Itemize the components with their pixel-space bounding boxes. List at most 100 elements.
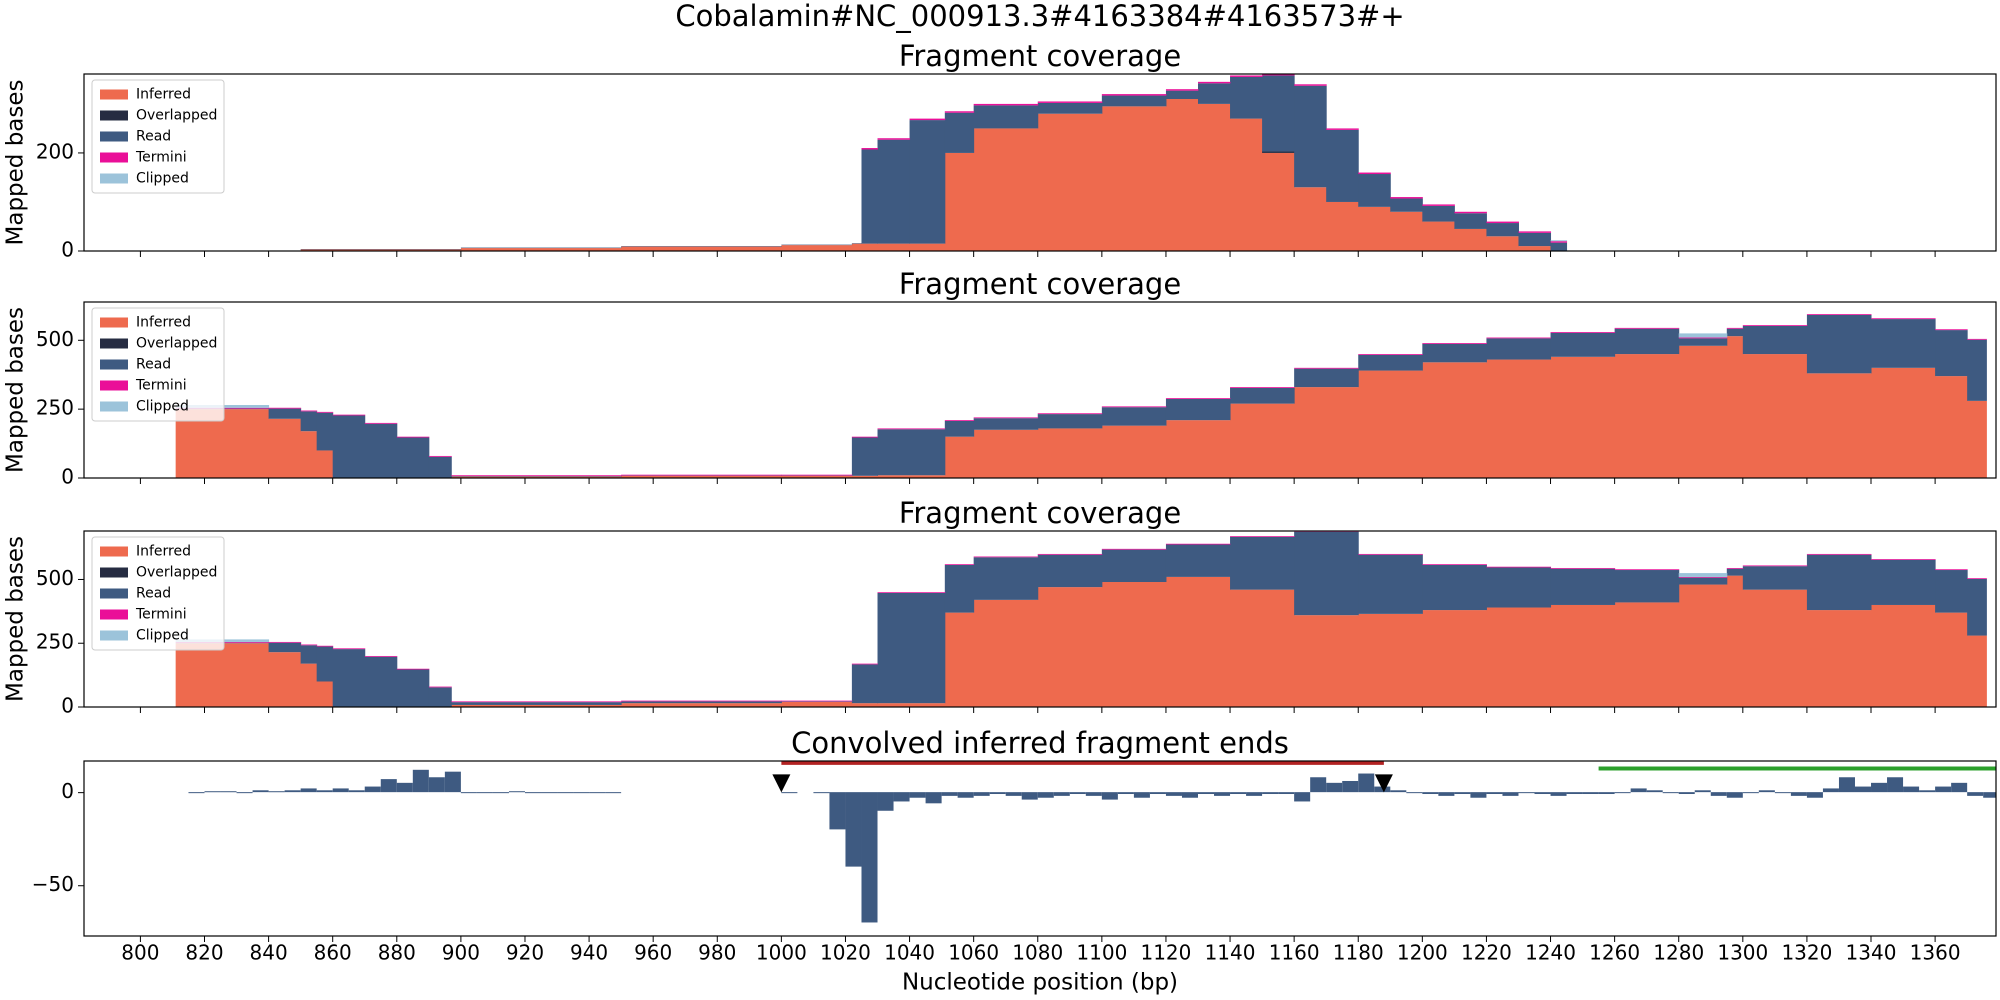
area-step [1935, 329, 1968, 331]
y-tick-label: 0 [61, 238, 74, 262]
plot-area [175, 531, 1987, 707]
area-step [451, 704, 622, 707]
area-step [1550, 242, 1568, 251]
area-step [1967, 635, 1987, 707]
area-step [1262, 152, 1295, 251]
area-step [451, 702, 622, 705]
bar [476, 792, 493, 794]
x-tick-label: 1360 [1910, 941, 1961, 965]
area-step [1390, 197, 1423, 199]
area-step [332, 649, 366, 707]
area-step [1726, 567, 1744, 569]
legend-label: Overlapped [136, 336, 217, 352]
area-step [1358, 553, 1423, 555]
area-step [1614, 569, 1680, 571]
area-step [1614, 354, 1680, 478]
area-step [1678, 576, 1728, 578]
area-step [300, 249, 462, 251]
bar [1774, 792, 1791, 794]
x-tick-label: 1240 [1525, 941, 1576, 965]
area-step [944, 112, 975, 153]
axes-frame [83, 760, 1997, 937]
area-step [1871, 559, 1936, 560]
area-step [1230, 387, 1295, 404]
bar [1406, 792, 1423, 794]
x-axis-label: Nucleotide position (bp) [902, 970, 1178, 996]
legend-label: Read [136, 357, 171, 373]
x-tick-label: 840 [250, 941, 288, 965]
area-step [1037, 414, 1103, 429]
y-axis-label: Mapped bases [3, 307, 29, 473]
area-step [316, 411, 334, 413]
x-tick-label: 1220 [1461, 941, 1512, 965]
area-step [316, 646, 334, 682]
area-step [621, 475, 782, 478]
area-step [1454, 211, 1487, 214]
area-step [1230, 589, 1295, 707]
area-step [1614, 570, 1680, 603]
area-step [1871, 319, 1936, 368]
legend-swatch [100, 338, 128, 349]
legend-label: Inferred [136, 315, 191, 331]
x-tick-label: 900 [442, 941, 480, 965]
bar [829, 792, 846, 830]
area-step [877, 139, 911, 244]
area-step [1101, 407, 1167, 426]
area-step [1486, 338, 1552, 360]
x-tick-label: 1280 [1653, 941, 1704, 965]
area-step [944, 420, 975, 421]
area-step [1230, 118, 1263, 251]
area-step [851, 243, 862, 251]
area-step [851, 475, 879, 478]
area-step [1486, 223, 1519, 237]
area-step [1550, 568, 1616, 605]
legend-swatch [100, 131, 128, 142]
area-step [1390, 211, 1423, 251]
bar [1037, 792, 1054, 798]
area-step [851, 703, 879, 707]
y-tick-label: −50 [32, 872, 74, 896]
area-step [1262, 151, 1295, 153]
bar [925, 792, 942, 804]
bar [396, 782, 413, 793]
panel: Fragment coverage Mapped bases 0 250 500 Infe… [3, 496, 1997, 718]
bar [524, 792, 542, 794]
area-step [1101, 582, 1167, 707]
area-step [268, 641, 302, 643]
area-step [364, 423, 398, 478]
bar [268, 791, 285, 793]
area-step [1742, 325, 1808, 326]
area-step [781, 701, 853, 702]
y-tick-label: 250 [36, 396, 74, 420]
area-step [1806, 554, 1872, 611]
x-tick-label: 920 [506, 941, 544, 965]
area-step [1518, 231, 1552, 233]
area-step [1101, 548, 1167, 550]
x-tick-label: 940 [570, 941, 608, 965]
area-step [1967, 338, 1987, 340]
y-tick-label: 0 [61, 465, 74, 489]
legend-swatch [100, 380, 128, 391]
area-step [1806, 373, 1872, 478]
panel-title: Fragment coverage [899, 39, 1181, 73]
area-step [1390, 198, 1423, 212]
legend-label: Inferred [136, 87, 191, 103]
area-step [1871, 367, 1936, 478]
bar [1871, 782, 1888, 793]
bar [316, 790, 333, 793]
area-step [973, 418, 1039, 430]
area-step [1294, 85, 1327, 188]
area-step [1165, 89, 1199, 91]
area-step [300, 431, 318, 478]
bar [1935, 786, 1952, 793]
area-step [944, 420, 975, 437]
bar [989, 792, 1006, 795]
bar [1967, 792, 1984, 796]
y-tick-label: 0 [61, 779, 74, 803]
area-step [1454, 213, 1487, 229]
area-step [1678, 337, 1728, 339]
area-step [1037, 102, 1103, 114]
panel: Fragment coverage Mapped bases 0 250 500 Infe… [3, 267, 1997, 489]
area-step [268, 642, 302, 653]
area-step [428, 456, 452, 478]
